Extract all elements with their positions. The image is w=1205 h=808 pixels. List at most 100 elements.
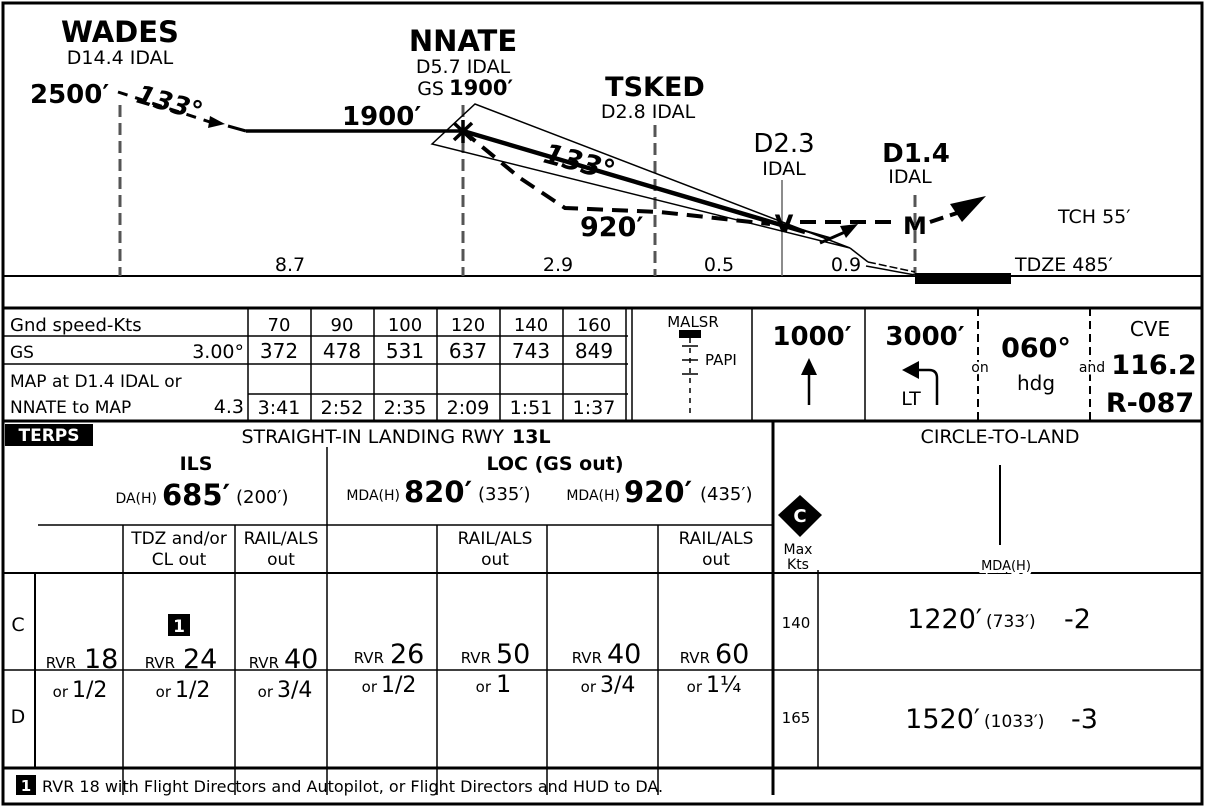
circle-mda: 1520′ <box>905 704 980 735</box>
ils-da-label: DA(H) <box>115 491 157 507</box>
alt-920: 920′ <box>580 212 643 243</box>
map-symbol: M <box>903 212 927 240</box>
nnate-name: NNATE <box>409 24 517 58</box>
gs-angle: 3.00° <box>192 341 244 363</box>
circle-height: (1033′) <box>984 712 1044 732</box>
category-c-symbol: C <box>793 506 806 527</box>
and-label: and <box>1079 360 1105 376</box>
loc-mda2-label: MDA(H) <box>566 488 620 504</box>
or-label: or <box>156 683 172 701</box>
d14-dist: IDAL <box>888 166 932 188</box>
circling-minimums: 140 1220′ (733′) -2 165 1520′ (1033′) -3 <box>782 604 1098 735</box>
papi-label: PAPI <box>705 351 737 369</box>
vis-value: 1¼ <box>706 673 741 698</box>
tdze-label: TDZE 485′ <box>1014 254 1113 276</box>
sub-rail-line1: RAIL/ALS <box>458 529 533 549</box>
category-d: D <box>11 706 26 728</box>
circle-vis: -2 <box>1064 604 1091 635</box>
timing-table <box>3 308 633 421</box>
gs-rate-cell: 743 <box>512 339 550 363</box>
sub-rail-line2: out <box>481 550 509 570</box>
runway-number: 13L <box>512 426 551 448</box>
max-kts-line2: Kts <box>787 557 809 573</box>
malsr-icon <box>679 330 701 338</box>
turn-alt: 3000′ <box>885 322 964 352</box>
profile-view: WADES D14.4 IDAL NNATE D5.7 IDAL GS 1900… <box>3 15 1202 284</box>
circle-mda: 1220′ <box>907 604 982 635</box>
loc-mda2-value: 920′ <box>624 475 692 509</box>
rvr-value: 18 <box>84 644 118 675</box>
ils-title: ILS <box>180 453 213 475</box>
missed-approach-panel: MALSR PAPI 1000′ 3000′ LT on 060° hdg an… <box>667 308 1197 421</box>
hdg-value: 060° <box>1001 333 1071 364</box>
d14-name: D1.4 <box>882 139 950 169</box>
loc-mda1-label: MDA(H) <box>346 488 400 504</box>
terps-label: TERPS <box>18 426 79 446</box>
footnote-marker: 1 <box>21 777 31 795</box>
segment-distance: 8.7 <box>275 254 305 276</box>
rvr-label: RVR <box>249 654 279 672</box>
sub-rail-line1: RAIL/ALS <box>679 529 754 549</box>
or-label: or <box>581 678 597 696</box>
note-1-number: 1 <box>173 617 185 637</box>
nnate-gs-prefix: GS <box>417 78 444 100</box>
fix-cross <box>452 120 474 143</box>
segment-distance: 0.5 <box>704 254 734 276</box>
gs-rate-cell: 637 <box>449 339 487 363</box>
footnote: 1 RVR 18 with Flight Directors and Autop… <box>16 775 663 796</box>
ils-da-value: 685′ <box>162 478 230 512</box>
rvr-label: RVR <box>461 649 491 667</box>
speed-cell: 70 <box>268 315 291 336</box>
missed-arrow <box>950 196 986 222</box>
speed-cell: 90 <box>331 315 354 336</box>
segment-distance: 2.9 <box>543 254 573 276</box>
vis-value: 3/4 <box>600 673 635 698</box>
vis-value: 3/4 <box>277 678 312 703</box>
speed-cell: 140 <box>514 315 548 336</box>
alt-2500: 2500′ <box>30 80 109 110</box>
loc-mda1-height: (335′) <box>478 484 531 505</box>
speed-cell: 120 <box>451 315 485 336</box>
circle-kts: 140 <box>782 614 811 632</box>
nnate-gs-alt: 1900′ <box>449 76 513 100</box>
rvr-value: 24 <box>183 644 217 675</box>
entry-path <box>117 90 211 124</box>
map-time-cell: 1:51 <box>510 397 553 419</box>
loc-mda1-value: 820′ <box>404 475 472 509</box>
rvr-label: RVR <box>572 649 602 667</box>
radial: R-087 <box>1106 388 1194 419</box>
map-dist: 4.3 <box>214 396 244 418</box>
map-time-cell: 2:52 <box>321 397 364 419</box>
loc-title: LOC (GS out) <box>486 453 623 475</box>
sub-tdz-line1: TDZ and/or <box>130 529 227 549</box>
rvr-label: RVR <box>680 649 710 667</box>
or-label: or <box>53 683 69 701</box>
map-time-cell: 2:09 <box>447 397 490 419</box>
vis-value: 1/2 <box>381 673 416 698</box>
circle-kts: 165 <box>782 709 811 727</box>
or-label: or <box>687 678 703 696</box>
vis-value: 1/2 <box>72 678 107 703</box>
circle-vis: -3 <box>1071 704 1098 735</box>
map-time-cell: 3:41 <box>258 397 301 419</box>
nnate-dist: D5.7 IDAL <box>416 56 511 78</box>
max-kts-line1: Max <box>784 542 813 558</box>
loc-path <box>461 129 771 226</box>
circle-title: CIRCLE-TO-LAND <box>921 426 1080 448</box>
rvr-value: 60 <box>715 639 749 670</box>
malsr-label: MALSR <box>667 313 719 331</box>
gs-rate-cell: 849 <box>575 339 613 363</box>
wades-name: WADES <box>61 15 179 49</box>
vis-value: 1/2 <box>175 678 210 703</box>
tsked-dist: D2.8 IDAL <box>601 101 696 123</box>
gnd-speed-label: Gnd speed-Kts <box>10 315 142 336</box>
sub-tdz-line2: CL out <box>152 550 207 570</box>
tsked-name: TSKED <box>605 72 705 103</box>
course-133-inbound: 133° <box>133 80 206 127</box>
footnote-marker-box <box>16 775 36 795</box>
gs-rate-cell: 372 <box>260 339 298 363</box>
map-time-cell: 2:35 <box>384 397 427 419</box>
vis-value: 1 <box>496 670 511 698</box>
